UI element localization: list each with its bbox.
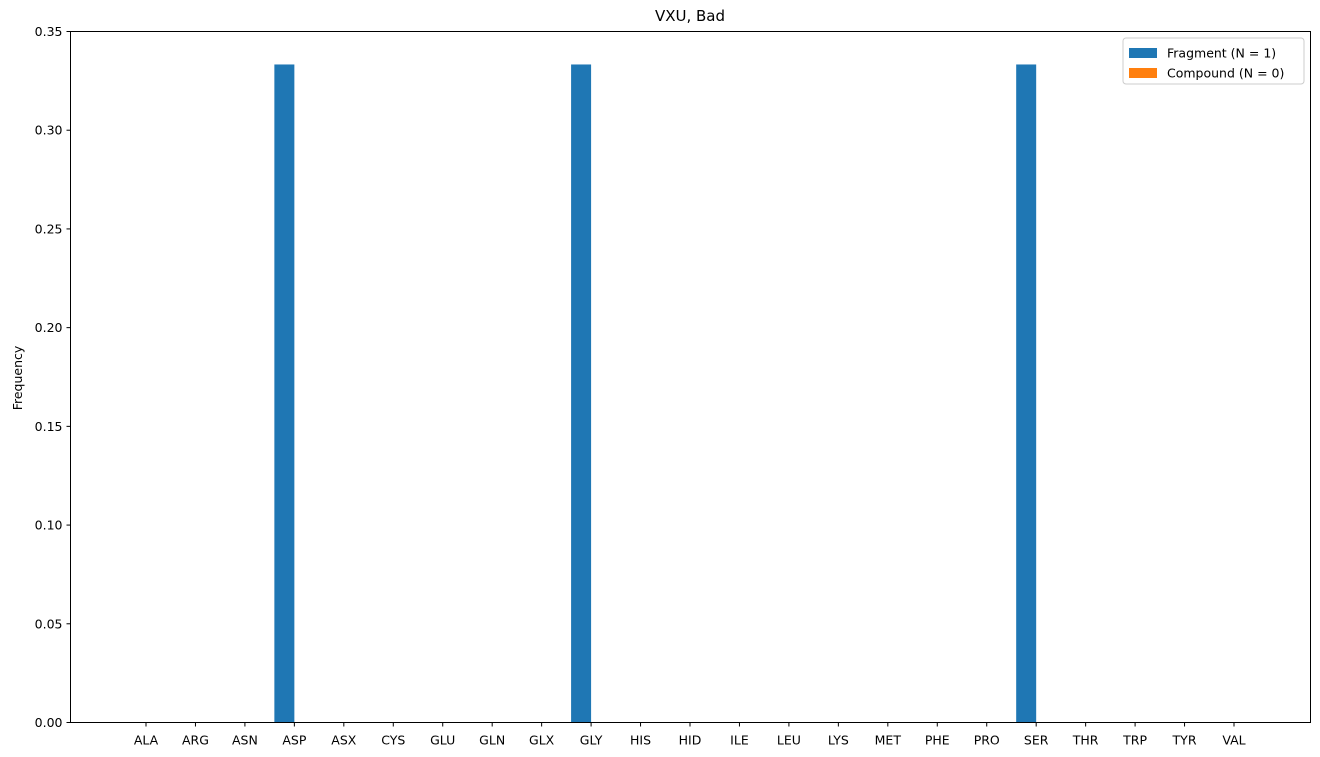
x-tick-label: HIS	[630, 733, 651, 748]
x-tick-label: GLY	[580, 733, 603, 748]
x-tick-label: PHE	[925, 733, 950, 748]
legend-label-compound: Compound (N = 0)	[1167, 66, 1284, 81]
x-tick-label: ILE	[730, 733, 749, 748]
x-tick-label: ASP	[282, 733, 306, 748]
y-tick-label: 0.30	[35, 123, 63, 138]
x-tick-label: ASX	[331, 733, 356, 748]
x-tick-label: MET	[875, 733, 902, 748]
y-tick-label: 0.00	[35, 715, 63, 730]
x-tick-label: PRO	[974, 733, 1000, 748]
chart-title: VXU, Bad	[655, 7, 725, 25]
x-tick-label: CYS	[381, 733, 405, 748]
bar-fragment-asp	[274, 64, 295, 723]
x-tick-label: GLU	[430, 733, 455, 748]
y-tick-label: 0.05	[35, 616, 63, 631]
plot-frame	[70, 31, 1311, 723]
x-tick-label: ARG	[182, 733, 209, 748]
legend-box	[1122, 37, 1305, 85]
bar-fragment-ser	[1016, 64, 1037, 723]
y-axis-label: Frequency	[10, 345, 25, 410]
y-tick-label: 0.35	[35, 24, 63, 39]
x-tick-label: ALA	[134, 733, 159, 748]
legend-swatch-fragment	[1129, 48, 1157, 58]
x-tick-label: LEU	[777, 733, 801, 748]
x-tick-label: TRP	[1122, 733, 1147, 748]
x-tick-label: ASN	[232, 733, 258, 748]
x-axis: ALA ARG ASN ASP ASX CYS GLU GLN GLX GLY HIS HID ILE L…	[134, 722, 1246, 748]
legend-swatch-compound	[1129, 68, 1157, 78]
x-tick-label: GLX	[529, 733, 555, 748]
x-tick-label: TYR	[1172, 733, 1197, 748]
x-tick-label: VAL	[1222, 733, 1245, 748]
legend-label-fragment: Fragment (N = 1)	[1167, 46, 1276, 61]
bars-layer	[274, 64, 1037, 723]
x-tick-label: GLN	[479, 733, 505, 748]
y-tick-label: 0.10	[35, 518, 63, 533]
x-tick-label: LYS	[828, 733, 849, 748]
bar-fragment-gly	[571, 64, 592, 723]
x-tick-label: HID	[679, 733, 702, 748]
y-tick-label: 0.20	[35, 320, 63, 335]
legend: Fragment (N = 1) Compound (N = 0)	[1122, 37, 1305, 85]
y-axis: 0.00 0.05 0.10 0.15 0.20 0.25 0.30 0.35	[35, 24, 71, 730]
y-tick-label: 0.15	[35, 419, 63, 434]
x-tick-label: SER	[1024, 733, 1049, 748]
x-tick-label: THR	[1072, 733, 1099, 748]
y-tick-label: 0.25	[35, 221, 63, 236]
